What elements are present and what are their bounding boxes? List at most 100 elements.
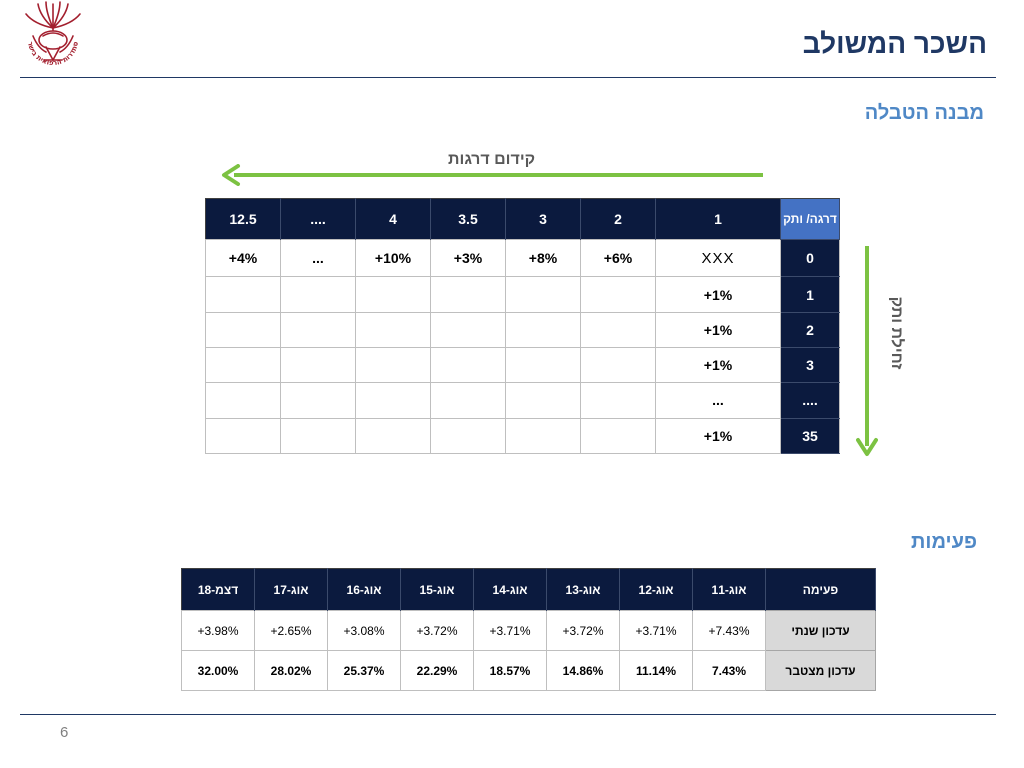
table-cell — [280, 276, 356, 313]
table-cell — [580, 311, 656, 349]
step-header-label: פעימה — [765, 568, 876, 611]
annual-cell: +3.72% — [400, 610, 474, 651]
annual-cell: +2.65% — [254, 610, 328, 651]
salary-structure-table: 12.5 .... 4 3.5 3 2 1 דרגה/ ותק +4% ... … — [205, 198, 840, 455]
header-divider — [20, 77, 996, 78]
period-header: אוג-13 — [546, 568, 620, 611]
table-cell: +1% — [655, 276, 781, 313]
grade-header-row: 12.5 .... 4 3.5 3 2 1 דרגה/ ותק — [205, 198, 840, 240]
table-cell — [430, 382, 506, 419]
table-cell: +10% — [355, 238, 431, 278]
table-cell — [430, 417, 506, 455]
grade-header: 2 — [580, 198, 656, 240]
grade-header: .... — [280, 198, 356, 240]
table-row: +1% 1 — [205, 276, 840, 313]
table-cell — [355, 311, 431, 349]
seniority-header: 35 — [780, 417, 840, 455]
table-cell — [205, 417, 281, 455]
seniority-header: 1 — [780, 276, 840, 313]
annual-cell: +3.08% — [327, 610, 401, 651]
table-cell — [505, 311, 581, 349]
table-cell — [430, 276, 506, 313]
table-cell — [280, 347, 356, 384]
down-arrow-icon — [856, 246, 878, 456]
period-header: אוג-12 — [619, 568, 693, 611]
annual-cell: +3.72% — [546, 610, 620, 651]
annual-cell: +3.98% — [181, 610, 255, 651]
table-cell — [580, 276, 656, 313]
corner-header: דרגה/ ותק — [780, 198, 840, 240]
table-cell — [580, 347, 656, 384]
table-row: +1% 2 — [205, 311, 840, 349]
steps-table: דצמ-18 אוג-17 אוג-16 אוג-15 אוג-14 אוג-1… — [181, 568, 876, 691]
table-cell: +3% — [430, 238, 506, 278]
table-cell — [430, 311, 506, 349]
annual-cell: +7.43% — [692, 610, 766, 651]
organization-logo: ההסתדרות הרפואית בישראל — [15, 0, 88, 76]
period-header: אוג-15 — [400, 568, 474, 611]
period-header: אוג-11 — [692, 568, 766, 611]
promotion-arrow-label: קידום דרגות — [448, 151, 536, 168]
table-cell — [205, 311, 281, 349]
seniority-header: 3 — [780, 347, 840, 384]
table-cell: +1% — [655, 417, 781, 455]
annual-cell: +3.71% — [473, 610, 547, 651]
period-header: אוג-17 — [254, 568, 328, 611]
table-cell — [280, 311, 356, 349]
table-row: ... .... — [205, 382, 840, 419]
page-number: 6 — [60, 724, 69, 741]
table-row: +1% 35 — [205, 417, 840, 455]
cumulative-cell: 18.57% — [473, 650, 547, 691]
table-row: +4% ... +10% +3% +8% +6% XXX 0 — [205, 238, 840, 278]
seniority-header: 0 — [780, 238, 840, 278]
period-header: דצמ-18 — [181, 568, 255, 611]
grade-header: 12.5 — [205, 198, 281, 240]
table-cell: XXX — [655, 238, 781, 278]
cumulative-cell: 14.86% — [546, 650, 620, 691]
grade-header: 3.5 — [430, 198, 506, 240]
cumulative-cell: 22.29% — [400, 650, 474, 691]
table-cell: +8% — [505, 238, 581, 278]
table-cell — [505, 382, 581, 419]
cumulative-cell: 11.14% — [619, 650, 693, 691]
annual-update-row: +3.98% +2.65% +3.08% +3.72% +3.71% +3.72… — [181, 610, 876, 651]
footer-divider — [20, 714, 996, 715]
seniority-header: .... — [780, 382, 840, 419]
annual-row-label: עדכון שנתי — [765, 610, 876, 651]
table-cell: +1% — [655, 347, 781, 384]
table-cell — [355, 276, 431, 313]
period-header: אוג-16 — [327, 568, 401, 611]
table-cell — [580, 382, 656, 419]
table-cell — [355, 347, 431, 384]
period-header: אוג-14 — [473, 568, 547, 611]
slide-title: השכר המשולב — [802, 28, 987, 59]
table-cell — [280, 382, 356, 419]
grade-header: 3 — [505, 198, 581, 240]
table-cell — [505, 276, 581, 313]
seniority-header: 2 — [780, 311, 840, 349]
table-cell: +1% — [655, 311, 781, 349]
cumulative-row-label: עדכון מצטבר — [765, 650, 876, 691]
cumulative-cell: 32.00% — [181, 650, 255, 691]
table-cell — [355, 417, 431, 455]
grade-header: 4 — [355, 198, 431, 240]
steps-header-row: דצמ-18 אוג-17 אוג-16 אוג-15 אוג-14 אוג-1… — [181, 568, 876, 611]
section-title-steps: פעימות — [911, 531, 977, 553]
section-title-structure: מבנה הטבלה — [864, 102, 984, 124]
cumulative-update-row: 32.00% 28.02% 25.37% 22.29% 18.57% 14.86… — [181, 650, 876, 691]
seniority-arrow-label: זחילת ותק — [888, 296, 905, 370]
cumulative-cell: 25.37% — [327, 650, 401, 691]
table-cell — [205, 347, 281, 384]
cumulative-cell: 28.02% — [254, 650, 328, 691]
table-cell: ... — [655, 382, 781, 419]
table-cell — [580, 417, 656, 455]
table-cell: +6% — [580, 238, 656, 278]
table-cell — [505, 417, 581, 455]
table-cell — [205, 382, 281, 419]
left-arrow-icon — [222, 164, 763, 186]
table-row: +1% 3 — [205, 347, 840, 384]
table-cell — [430, 347, 506, 384]
grade-header: 1 — [655, 198, 781, 240]
seniority-arrow-label-wrap: זחילת ותק — [868, 278, 924, 388]
table-cell — [355, 382, 431, 419]
